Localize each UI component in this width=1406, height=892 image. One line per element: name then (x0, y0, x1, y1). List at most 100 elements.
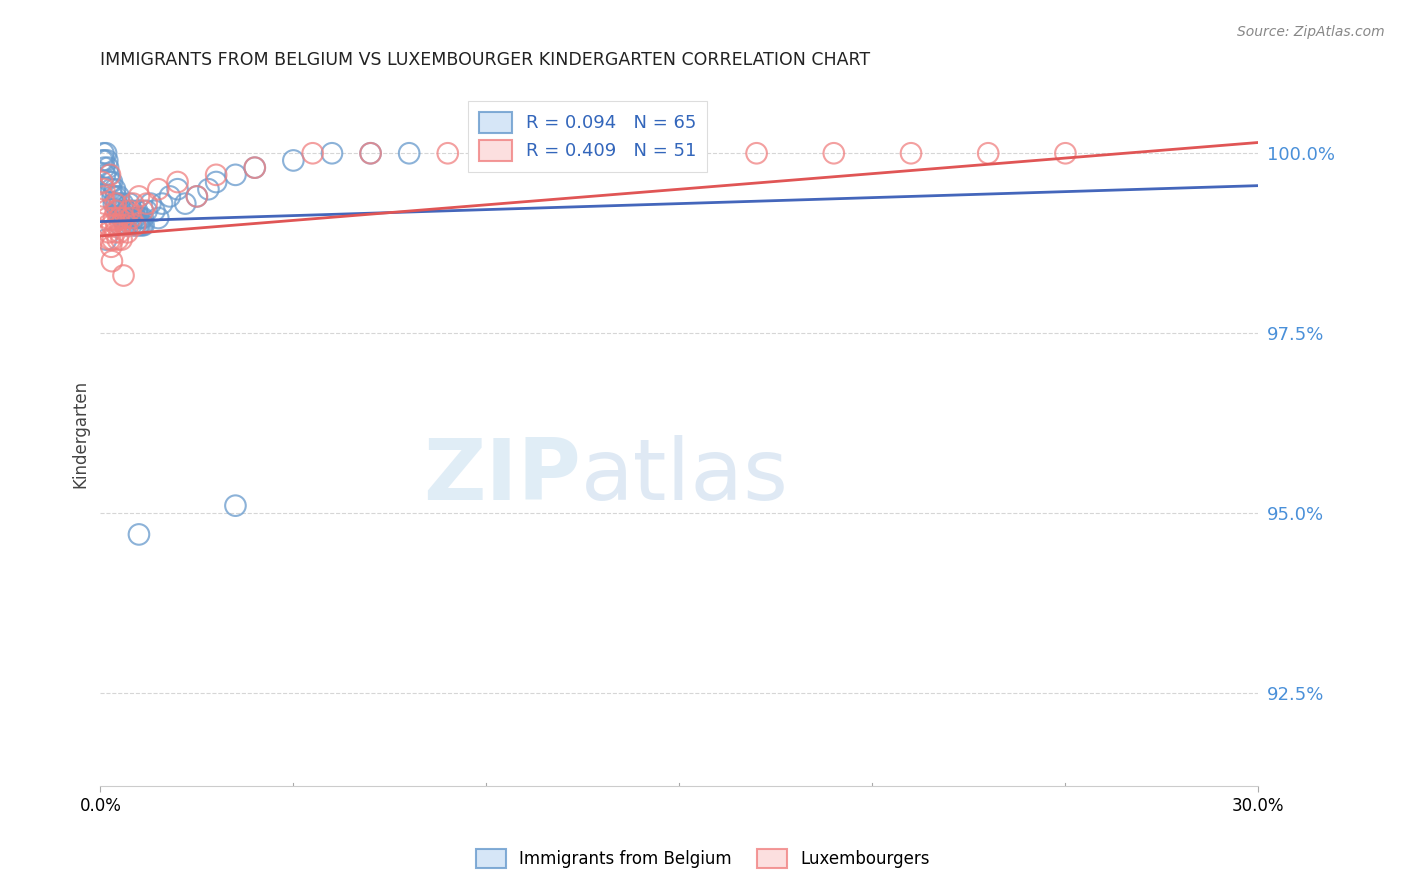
Point (150, 196, 173, 211)
Point (668, 146, 690, 161)
Point (398, 146, 420, 161)
Point (127, 218, 149, 232)
Point (112, 211, 135, 225)
Point (135, 203, 157, 218)
Point (105, 218, 128, 232)
Point (101, 175, 124, 189)
Point (118, 203, 141, 218)
Point (100, 182, 122, 196)
Point (96, 153, 118, 168)
Point (513, 146, 536, 161)
Point (97, 226, 120, 240)
Point (143, 203, 166, 218)
Point (111, 196, 134, 211)
Point (107, 203, 129, 218)
Point (94, 168, 117, 182)
Point (94, 146, 117, 161)
Point (93, 161, 115, 175)
Point (128, 218, 150, 232)
Point (101, 233, 124, 247)
Point (104, 182, 127, 196)
Point (103, 211, 125, 225)
Point (94, 203, 117, 218)
Point (100, 240, 122, 254)
Point (98, 233, 121, 247)
Point (360, 146, 382, 161)
Point (112, 211, 135, 225)
Point (115, 203, 138, 218)
Point (283, 153, 305, 168)
Point (243, 161, 266, 175)
Point (124, 211, 146, 225)
Y-axis label: Kindergarten: Kindergarten (72, 380, 89, 488)
Point (97, 168, 120, 182)
Point (823, 146, 845, 161)
Point (243, 161, 266, 175)
Point (108, 211, 131, 225)
Point (105, 196, 128, 211)
Point (197, 182, 219, 196)
Point (110, 211, 132, 225)
Legend: R = 0.094   N = 65, R = 0.409   N = 51: R = 0.094 N = 65, R = 0.409 N = 51 (468, 101, 707, 171)
Point (205, 175, 228, 189)
Point (125, 203, 148, 218)
Point (166, 175, 188, 189)
Text: ZIP: ZIP (423, 434, 581, 517)
Point (101, 254, 124, 268)
Point (436, 146, 458, 161)
Point (128, 211, 150, 225)
Text: Source: ZipAtlas.com: Source: ZipAtlas.com (1237, 25, 1385, 39)
Point (132, 203, 155, 218)
Point (122, 211, 145, 225)
Point (91, 153, 114, 168)
Point (900, 146, 922, 161)
Point (117, 218, 139, 232)
Point (110, 203, 132, 218)
Text: IMMIGRANTS FROM BELGIUM VS LUXEMBOURGER KINDERGARTEN CORRELATION CHART: IMMIGRANTS FROM BELGIUM VS LUXEMBOURGER … (100, 51, 870, 69)
Point (124, 218, 146, 232)
Point (108, 226, 131, 240)
Point (118, 196, 141, 211)
Point (1054, 146, 1077, 161)
Point (135, 196, 157, 211)
Point (104, 203, 127, 218)
Point (94, 233, 117, 247)
Point (148, 211, 170, 225)
Point (117, 211, 139, 225)
Point (91, 175, 114, 189)
Point (110, 218, 132, 232)
Point (108, 196, 131, 211)
Point (977, 146, 1000, 161)
Point (104, 189, 127, 203)
Point (321, 146, 343, 161)
Point (94, 196, 117, 211)
Point (120, 218, 142, 232)
Point (360, 146, 382, 161)
Point (107, 233, 129, 247)
Point (132, 218, 155, 232)
Point (224, 168, 246, 182)
Point (97, 161, 120, 175)
Point (114, 218, 136, 232)
Point (98, 175, 121, 189)
Legend: Immigrants from Belgium, Luxembourgers: Immigrants from Belgium, Luxembourgers (470, 842, 936, 875)
Point (591, 146, 613, 161)
Point (110, 233, 132, 247)
Point (108, 189, 131, 203)
Point (101, 218, 124, 232)
Point (93, 146, 115, 161)
Point (301, 146, 323, 161)
Point (120, 211, 142, 225)
Point (114, 218, 136, 232)
Point (101, 189, 124, 203)
Point (174, 196, 197, 211)
Text: atlas: atlas (581, 434, 789, 517)
Point (166, 182, 188, 196)
Point (103, 196, 125, 211)
Point (120, 211, 142, 225)
Point (129, 211, 152, 225)
Point (131, 218, 153, 232)
Point (93, 153, 115, 168)
Point (93, 189, 115, 203)
Point (112, 203, 135, 218)
